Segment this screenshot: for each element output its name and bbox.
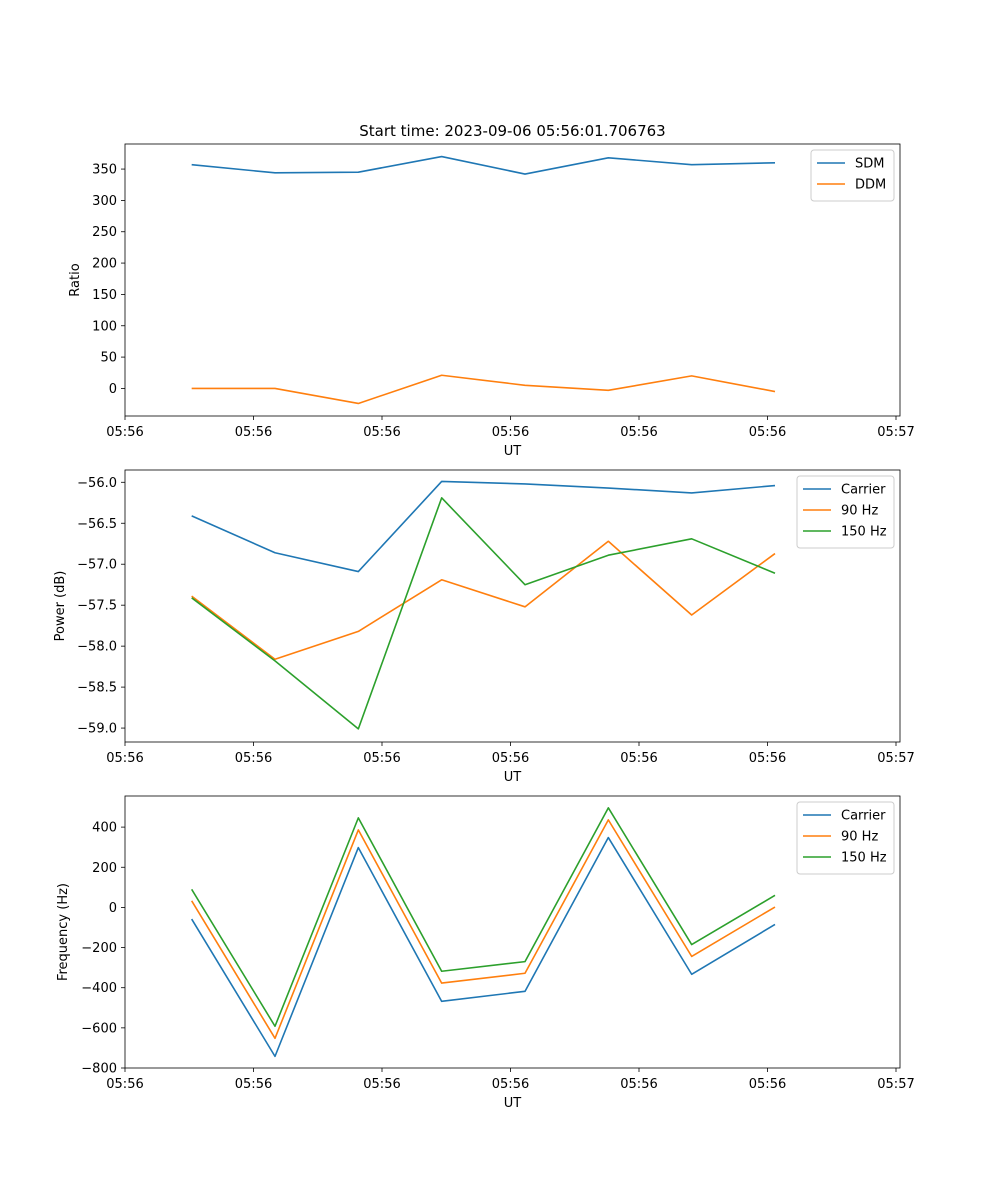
chart-panel-1: 0 50 100 150 200 250 300 350 05:56 05:56 05:56 05:5… — [68, 143, 915, 459]
plot-frame — [124, 143, 901, 417]
x-tick-label: 05:56 — [106, 1077, 143, 1092]
x-tick-label: 05:56 — [620, 1077, 657, 1092]
y-axis-label: Power (dB) — [53, 571, 68, 642]
x-tick-label: 05:57 — [877, 425, 914, 440]
series-line-carrier — [191, 480, 776, 573]
legend-label: Carrier — [841, 809, 886, 824]
x-axis-label: UT — [504, 444, 522, 459]
series-line-90-hz — [190, 819, 776, 1040]
figure-title: Start time: 2023-09-06 05:56:01.706763 — [359, 122, 665, 140]
x-tick-label: 05:56 — [363, 425, 400, 440]
legend-label: SDM — [855, 157, 884, 172]
y-tick-label: 0 — [109, 901, 117, 916]
x-tick-label: 05:56 — [620, 425, 657, 440]
y-tick-label: 350 — [92, 163, 117, 178]
x-tick-label: 05:56 — [363, 751, 400, 766]
legend: Carrier 90 Hz 150 Hz — [796, 475, 895, 549]
series-line-sdm — [191, 155, 776, 175]
legend-label: 90 Hz — [841, 504, 878, 519]
chart-panel-2: −59.0 −58.5 −58.0 −57.5 −57.0 −56.5 −56.0 05:56… — [53, 469, 915, 785]
x-tick-label: 05:56 — [106, 425, 143, 440]
y-tick-label: 200 — [92, 861, 117, 876]
x-tick-label: 05:56 — [620, 751, 657, 766]
series-line-90-hz — [191, 540, 776, 661]
x-tick-label: 05:56 — [749, 1077, 786, 1092]
y-tick-label: 150 — [92, 288, 117, 303]
x-tick-label: 05:56 — [363, 1077, 400, 1092]
y-tick-label: 0 — [109, 382, 117, 397]
x-tick-label: 05:57 — [877, 751, 914, 766]
x-tick-label: 05:56 — [235, 751, 272, 766]
series-line-150-hz — [190, 807, 776, 1028]
legend-label: DDM — [855, 178, 886, 193]
chart-panel-3: −800 −600 −400 −200 0 200 400 05:56 05:56 05:56 05… — [56, 795, 915, 1111]
x-tick-label: 05:56 — [749, 751, 786, 766]
y-tick-label: −56.0 — [77, 476, 117, 491]
y-tick-label: −600 — [81, 1021, 117, 1036]
y-tick-label: −59.0 — [77, 722, 117, 737]
y-tick-label: −400 — [81, 981, 117, 996]
plot-frame — [124, 795, 901, 1069]
x-tick-label: 05:56 — [492, 751, 529, 766]
y-tick-label: −58.0 — [77, 640, 117, 655]
legend: SDM DDM — [810, 149, 895, 202]
y-tick-label: 50 — [100, 351, 117, 366]
series-line-ddm — [191, 374, 776, 405]
y-tick-label: 400 — [92, 821, 117, 836]
x-tick-label: 05:56 — [749, 425, 786, 440]
y-axis-label: Ratio — [68, 263, 83, 296]
x-tick-label: 05:56 — [492, 425, 529, 440]
series-line-150-hz — [191, 497, 776, 730]
y-tick-label: 300 — [92, 194, 117, 209]
y-tick-label: 100 — [92, 319, 117, 334]
y-tick-label: −800 — [81, 1062, 117, 1077]
legend-label: 150 Hz — [841, 851, 887, 866]
plot-frame — [124, 469, 901, 743]
y-tick-label: −200 — [81, 941, 117, 956]
y-tick-label: −56.5 — [77, 517, 117, 532]
y-tick-label: 250 — [92, 225, 117, 240]
legend: Carrier 90 Hz 150 Hz — [796, 801, 895, 875]
legend-label: 90 Hz — [841, 830, 878, 845]
legend-box — [796, 475, 895, 549]
y-tick-label: −57.0 — [77, 558, 117, 573]
legend-box — [796, 801, 895, 875]
x-tick-label: 05:56 — [235, 425, 272, 440]
x-axis-label: UT — [504, 1096, 522, 1111]
y-tick-label: −57.5 — [77, 599, 117, 614]
x-tick-label: 05:57 — [877, 1077, 914, 1092]
y-tick-label: −58.5 — [77, 681, 117, 696]
legend-label: Carrier — [841, 483, 886, 498]
charts-container: 0 50 100 150 200 250 300 350 05:56 05:56 05:56 05:5… — [53, 143, 915, 1111]
series-line-carrier — [190, 836, 776, 1058]
x-tick-label: 05:56 — [235, 1077, 272, 1092]
x-tick-label: 05:56 — [106, 751, 143, 766]
x-tick-label: 05:56 — [492, 1077, 529, 1092]
legend-label: 150 Hz — [841, 525, 887, 540]
x-axis-label: UT — [504, 770, 522, 785]
y-axis-label: Frequency (Hz) — [56, 883, 71, 981]
y-tick-label: 200 — [92, 257, 117, 272]
